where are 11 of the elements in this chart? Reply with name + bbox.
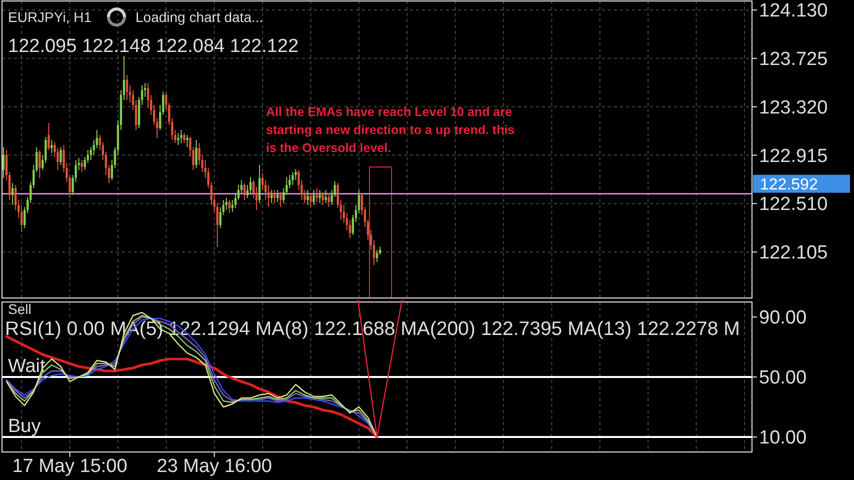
y-tick-label: 10.00 — [759, 428, 807, 449]
y-tick-label: 50.00 — [759, 368, 807, 389]
x-tick-label: 17 May 15:00 — [12, 456, 128, 477]
ref-line-label: Buy — [8, 416, 42, 437]
y-tick-label: 90.00 — [759, 308, 807, 329]
x-tick-label: 23 May 16:00 — [156, 456, 272, 477]
candlestick — [376, 249, 378, 263]
annotation: Sell — [8, 301, 32, 317]
ref-line-label: Wait — [8, 356, 46, 377]
candlestick — [2, 146, 5, 179]
y-tick-label: 122.105 — [759, 242, 828, 264]
